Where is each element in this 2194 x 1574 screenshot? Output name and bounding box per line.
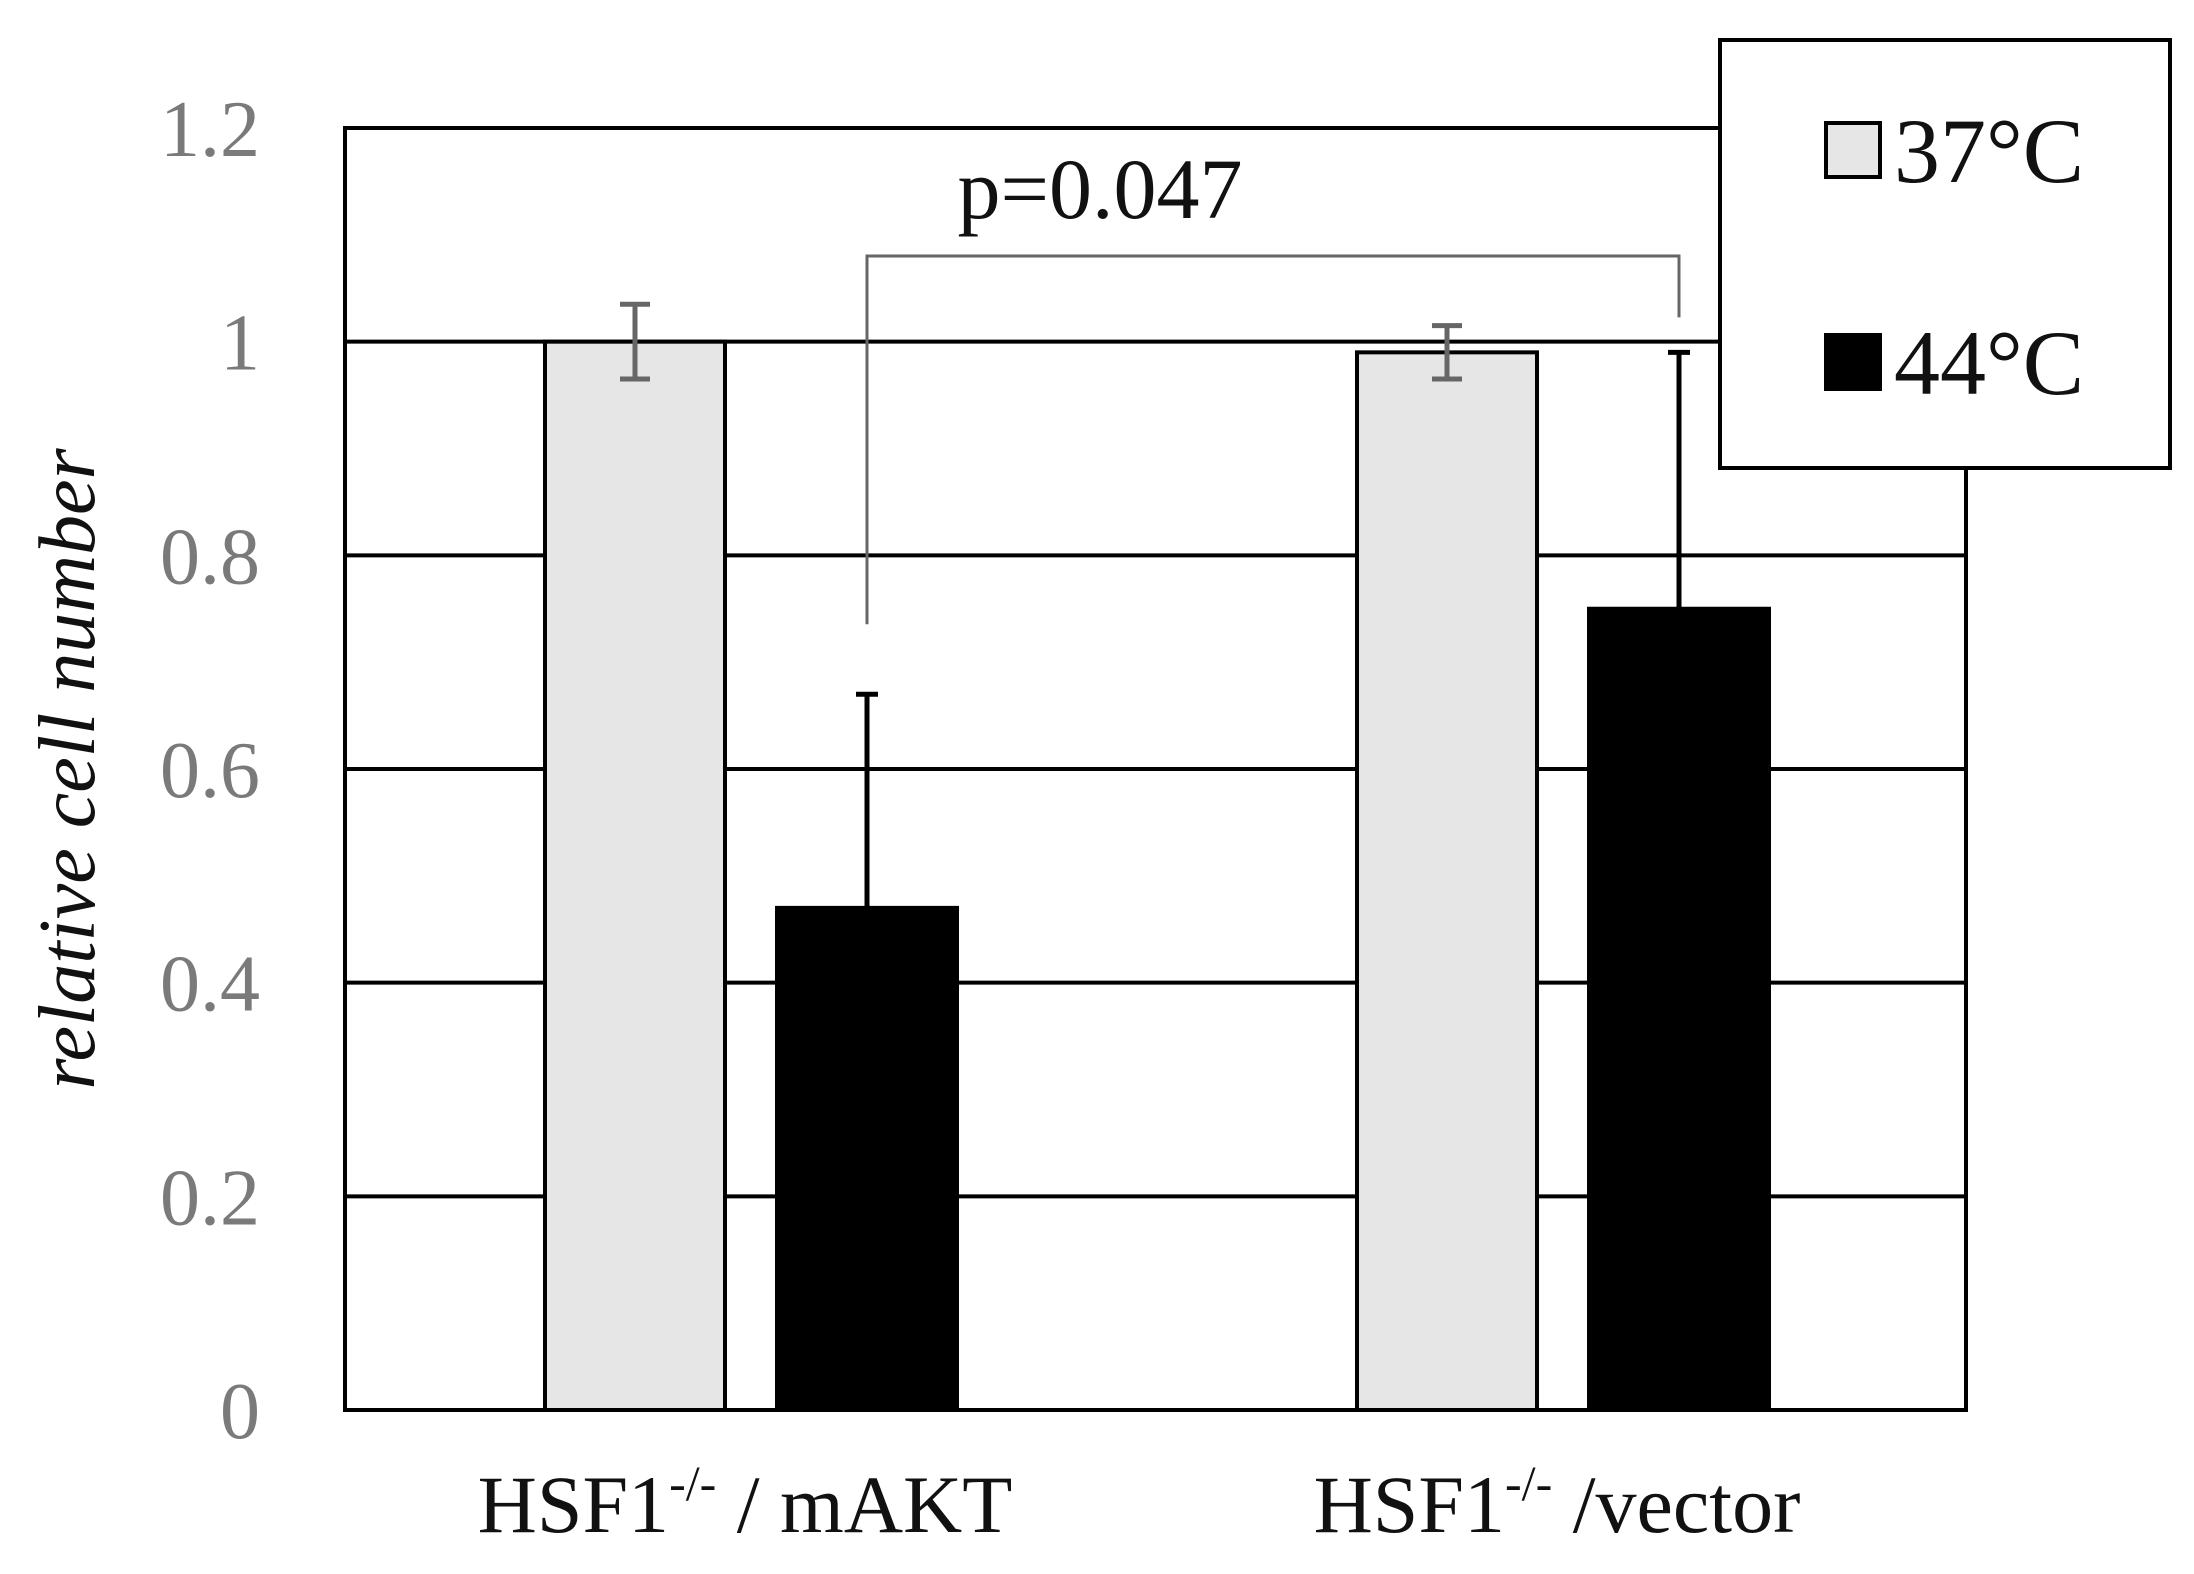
category-superscript-0: -/- [669, 1455, 716, 1511]
y-axis-label: relative cell number [24, 448, 112, 1090]
error-bar-s0-c1 [1432, 323, 1462, 382]
x-category-label-1: HSF1-/- /vector [1314, 1455, 1801, 1550]
y-tick-label-6: 1.2 [160, 86, 260, 174]
y-tick-label-4: 0.8 [160, 513, 260, 601]
legend-label-0: 37°C [1894, 100, 2084, 202]
x-category-labels: HSF1-/- / mAKT HSF1-/- /vector [478, 1455, 1801, 1550]
significance-annotation: p=0.047 [865, 141, 1681, 625]
legend-swatch-1 [1824, 333, 1882, 391]
y-tick-label-0: 0 [220, 1368, 260, 1456]
category-superscript-1: -/- [1505, 1455, 1552, 1511]
legend-swatch-0 [1824, 121, 1882, 179]
category-base-0: HSF1 [478, 1459, 669, 1550]
error-bars [620, 301, 1690, 908]
bars [543, 339, 1771, 1413]
legend: 37°C 44°C [1718, 38, 2172, 470]
category-base-1: HSF1 [1314, 1459, 1505, 1550]
bar-s0-c1 [1355, 350, 1539, 1413]
category-rest-0: / mAKT [716, 1459, 1012, 1550]
y-tick-labels: 0 0.2 0.4 0.6 0.8 1 1.2 [160, 86, 260, 1456]
plot-frame [343, 126, 1968, 1412]
y-tick-label-5: 1 [220, 300, 260, 388]
y-tick-label-2: 0.4 [160, 941, 260, 1029]
significance-bracket [865, 254, 1681, 625]
legend-label-1: 44°C [1894, 312, 2084, 414]
y-tick-label-1: 0.2 [160, 1154, 260, 1242]
bar-s0-c0 [543, 339, 727, 1413]
error-bar-s1-c1 [1668, 349, 1690, 609]
category-rest-1: /vector [1552, 1459, 1800, 1550]
bar-s1-c1 [1587, 606, 1771, 1412]
error-bar-s0-c0 [620, 301, 650, 382]
legend-box [1718, 38, 2172, 470]
p-value-label: p=0.047 [957, 141, 1242, 237]
bar-s1-c0 [775, 905, 959, 1413]
x-category-label-0: HSF1-/- / mAKT [478, 1455, 1013, 1550]
y-tick-label-3: 0.6 [160, 727, 260, 815]
error-bar-s1-c0 [856, 691, 878, 908]
